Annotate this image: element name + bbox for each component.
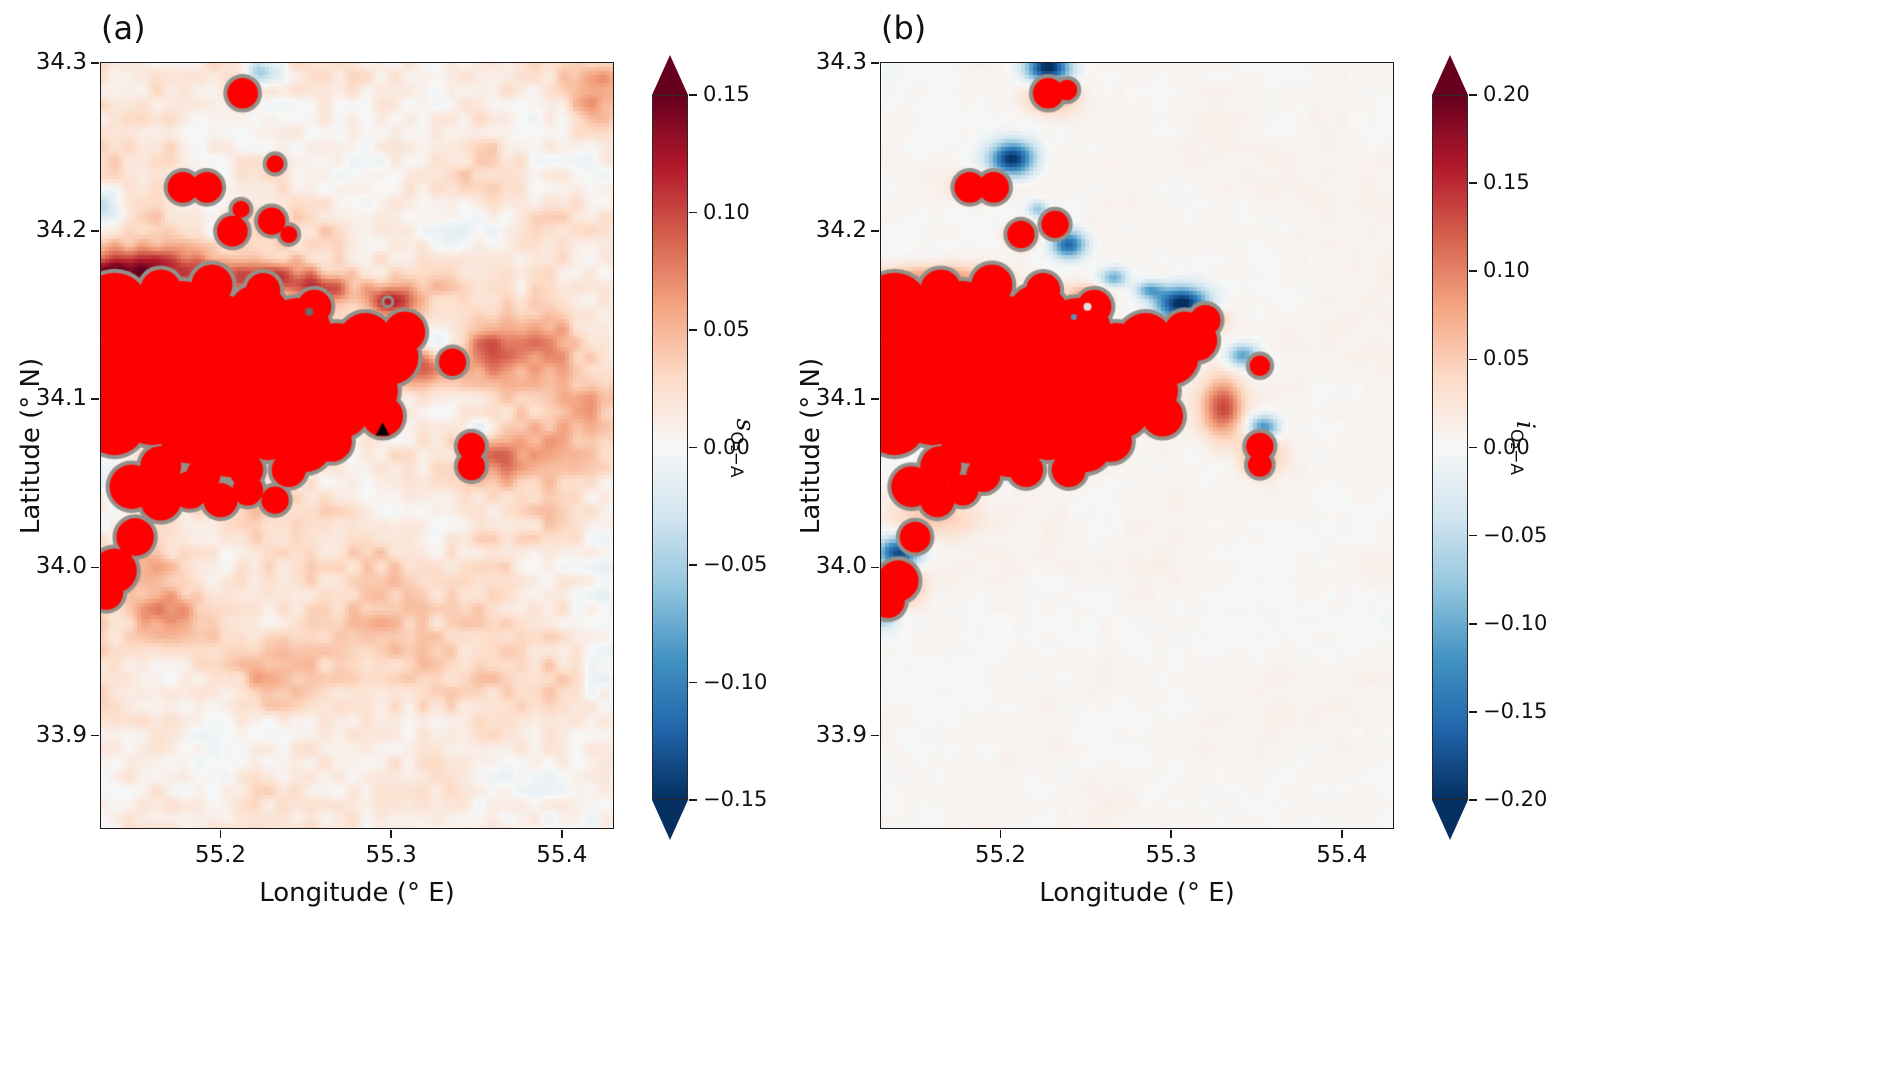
- y-tick-mark: [871, 230, 880, 232]
- x-axis-label-a: Longitude (° E): [259, 878, 455, 908]
- colorbar-tick-label: 0.15: [703, 82, 750, 106]
- colorbar-extend-min-arrow-a: [652, 800, 688, 840]
- colorbar-tick-mark: [689, 681, 697, 684]
- colorbar-tick-mark: [1469, 534, 1477, 537]
- y-tick-label: 33.9: [35, 721, 87, 748]
- colorbar-tick-mark: [1469, 270, 1477, 273]
- colorbar-tick-label: −0.15: [703, 787, 768, 811]
- x-tick-mark: [219, 829, 222, 838]
- y-tick-mark: [871, 566, 880, 569]
- x-tick-label: 55.3: [365, 842, 417, 868]
- colorbar-tick-label: 0.00: [1483, 434, 1530, 459]
- colorbar-tick-label: −0.15: [1483, 698, 1548, 723]
- y-tick-label: 34.3: [815, 49, 867, 75]
- colorbar-a: sO₂−A 0.15 0.10 0.05 0.00 −0.05 −0.10 −0.15: [652, 55, 808, 840]
- y-tick-label: 34.0: [815, 553, 867, 580]
- colorbar-tick-mark: [689, 94, 697, 96]
- colorbar-tick-mark: [1469, 446, 1477, 449]
- colorbar-variable-a: s: [731, 418, 760, 431]
- colorbar-b: iO₂−A 0.20 0.15 0.10 0.05 0.00 −0.05 −0.10 −0.1…: [1432, 55, 1588, 840]
- colorbar-tick-mark: [1469, 799, 1477, 801]
- y-tick-mark: [871, 398, 880, 401]
- colorbar-tick-label: −0.05: [703, 552, 768, 576]
- panel-label-b: (b): [881, 9, 927, 47]
- x-tick-mark: [999, 829, 1002, 838]
- colorbar-tick-mark: [1469, 182, 1477, 184]
- x-tick-mark: [390, 829, 392, 838]
- colorbar-tick-mark: [1469, 622, 1477, 625]
- x-axis-label-b: Longitude (° E): [1039, 878, 1235, 908]
- colorbar-tick-mark: [689, 329, 697, 331]
- colorbar-tick-label: −0.05: [1483, 522, 1548, 547]
- y-axis-label-a: Latitude (° N): [16, 357, 46, 534]
- colorbar-tick-label: −0.10: [703, 669, 768, 694]
- colorbar-tick-label: 0.00: [703, 434, 750, 459]
- colorbar-tick-mark: [689, 446, 697, 449]
- x-tick-label: 55.4: [536, 842, 588, 868]
- colorbar-tick-mark: [1469, 711, 1477, 713]
- colorbar-tick-label: 0.05: [703, 317, 750, 341]
- colorbar-tick-mark: [689, 211, 697, 214]
- y-tick-label: 34.1: [35, 385, 87, 412]
- colorbar-tick-mark: [1469, 94, 1477, 96]
- colorbar-extend-max-arrow-a: [652, 55, 688, 95]
- colorbar-tick-mark: [1469, 358, 1477, 361]
- x-tick-label: 55.2: [194, 842, 247, 868]
- colorbar-gradient-b: [1432, 95, 1468, 800]
- colorbar-tick-label: 0.10: [703, 199, 750, 224]
- y-tick-mark: [91, 230, 100, 232]
- colorbar-tick-label: 0.10: [1483, 258, 1530, 283]
- colorbar-extend-min-arrow-b: [1432, 800, 1468, 840]
- y-tick-mark: [871, 62, 880, 64]
- x-tick-mark: [561, 829, 563, 838]
- y-tick-mark: [91, 566, 100, 569]
- panel-label-a: (a): [101, 9, 146, 47]
- y-tick-label: 34.0: [35, 553, 87, 580]
- heatmap-canvas-a: [101, 63, 613, 828]
- colorbar-tick-label: −0.20: [1483, 787, 1548, 811]
- y-tick-label: 34.1: [815, 385, 867, 412]
- colorbar-tick-mark: [689, 564, 697, 566]
- y-tick-mark: [91, 398, 100, 401]
- colorbar-gradient-a: [652, 95, 688, 800]
- map-plot-area-a: (a) Longitude (° E) Latitude (° N) 55.2 5…: [16, 9, 614, 908]
- y-tick-mark: [871, 734, 880, 737]
- x-tick-label: 55.3: [1145, 842, 1197, 868]
- heatmap-canvas-b: [881, 63, 1393, 828]
- y-tick-label: 34.2: [815, 217, 867, 244]
- colorbar-variable-b: i: [1511, 420, 1540, 429]
- colorbar-tick-label: 0.20: [1483, 82, 1530, 106]
- y-tick-mark: [91, 734, 100, 737]
- x-tick-mark: [1341, 829, 1343, 838]
- colorbar-tick-label: 0.05: [1483, 346, 1530, 371]
- x-tick-label: 55.2: [974, 842, 1027, 868]
- x-tick-mark: [1170, 829, 1172, 838]
- colorbar-tick-label: 0.15: [1483, 170, 1530, 195]
- y-axis-label-b: Latitude (° N): [796, 357, 826, 534]
- y-tick-mark: [91, 62, 100, 64]
- x-tick-label: 55.4: [1316, 842, 1368, 868]
- colorbar-extend-max-arrow-b: [1432, 55, 1468, 95]
- y-tick-label: 33.9: [815, 721, 867, 748]
- map-plot-area-b: (b) Longitude (° E) Latitude (° N) 55.2 5…: [796, 9, 1394, 908]
- colorbar-tick-mark: [689, 799, 697, 801]
- y-tick-label: 34.3: [35, 49, 87, 75]
- colorbar-tick-label: −0.10: [1483, 610, 1548, 635]
- y-tick-label: 34.2: [35, 217, 87, 244]
